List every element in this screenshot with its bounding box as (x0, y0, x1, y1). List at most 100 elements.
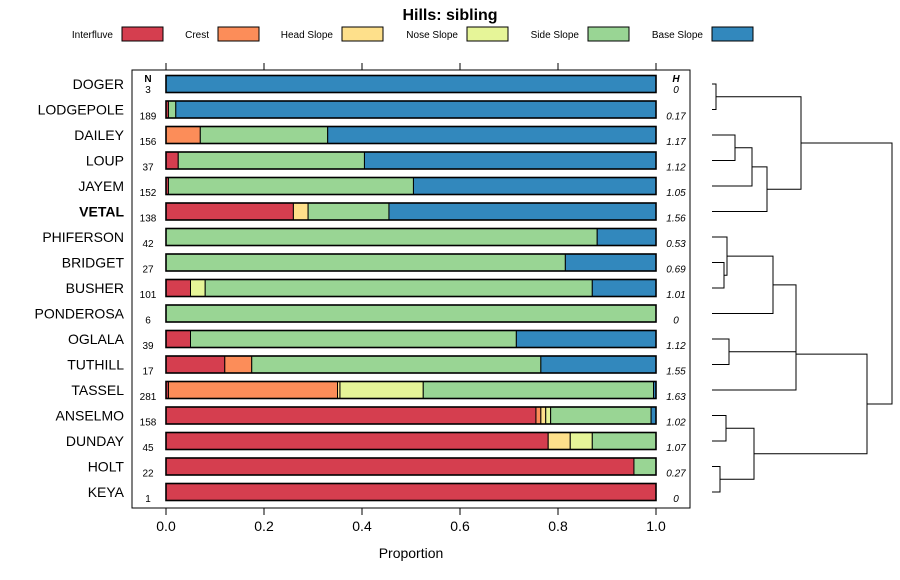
category-label: HOLT (88, 459, 125, 475)
bar-outline (165, 176, 657, 196)
dendrogram-branch (712, 147, 753, 187)
h-header: H (672, 74, 680, 85)
h-value: 0.17 (666, 112, 686, 123)
bar-segment (167, 177, 414, 195)
category-label: DOGER (73, 76, 124, 92)
bar-segment (165, 457, 635, 476)
x-tick-label: 0.0 (156, 518, 176, 534)
dendrogram-branch (712, 83, 717, 110)
bar-segment (165, 253, 566, 272)
h-value: 0 (673, 494, 679, 505)
bar-segment (412, 177, 657, 195)
bar-segment (292, 202, 309, 221)
bar-segment (569, 432, 593, 450)
legend-swatch (587, 26, 630, 42)
bar-outline (165, 329, 657, 349)
dendrogram-branch (720, 427, 755, 480)
bar-segment (165, 75, 657, 93)
bar-segment (175, 100, 657, 119)
bar-outline (165, 100, 657, 119)
bar-segment (363, 151, 657, 170)
legend-swatch (466, 26, 509, 42)
dendrogram-branch (729, 284, 797, 353)
category-label: OGLALA (68, 331, 125, 347)
bar-segment (596, 228, 657, 246)
legend-label: Crest (185, 30, 209, 41)
n-value: 1 (145, 494, 151, 505)
n-value: 101 (140, 290, 157, 301)
bar-segment (165, 406, 537, 425)
bar-segment (190, 279, 206, 297)
n-value: 42 (142, 239, 154, 250)
h-value: 0.69 (666, 265, 686, 276)
legend-label: Side Slope (531, 30, 580, 41)
bar-segment (165, 304, 657, 323)
bar-outline (165, 304, 657, 323)
dendrogram-branch (712, 134, 736, 161)
bar-outline (165, 151, 657, 170)
n-value: 45 (142, 443, 154, 454)
legend-swatch (711, 26, 754, 42)
bar-outline (165, 227, 657, 247)
n-value: 37 (142, 163, 154, 174)
h-value: 0.53 (666, 239, 686, 250)
dendrogram-branch (712, 318, 797, 391)
bar-segment (165, 483, 657, 501)
dendrogram-branch (712, 466, 721, 493)
category-label: LODGEPOLE (38, 102, 124, 118)
n-value: 152 (140, 188, 157, 199)
h-value: 1.12 (666, 163, 686, 174)
n-column: 3 189 156 37 152 138 42 27 101 6 39 17 281 158 45 22 1 (140, 85, 157, 505)
bar-segment (224, 355, 253, 374)
x-tick-label: 0.6 (450, 518, 470, 534)
x-tick-label: 0.8 (548, 518, 568, 534)
h-value: 1.02 (666, 418, 686, 429)
bar-segment (165, 279, 191, 297)
category-label: KEYA (88, 484, 125, 500)
h-value: 1.07 (666, 443, 686, 454)
top-axis-ticks (165, 63, 657, 70)
n-value: 138 (140, 214, 157, 225)
h-value: 1.01 (666, 290, 685, 301)
bar-segment (165, 151, 179, 170)
bar-outline (165, 457, 657, 476)
dendrogram-branch (712, 166, 768, 212)
n-value: 22 (142, 469, 154, 480)
bar-segment (165, 355, 226, 374)
legend-swatch (217, 26, 260, 42)
bar-outline (165, 431, 657, 451)
dendrogram-branch (712, 236, 728, 276)
bar-segment (204, 279, 593, 297)
x-tick-label: 1.0 (646, 518, 666, 534)
n-value: 3 (145, 85, 151, 96)
bar-segment (165, 330, 191, 348)
plot-frame (131, 69, 691, 509)
bar-segment (165, 228, 598, 246)
bar-outline (165, 380, 657, 400)
bar-segment (251, 355, 542, 374)
bar-segment (339, 381, 424, 399)
n-value: 156 (140, 137, 157, 148)
bar-outline (165, 355, 657, 374)
legend-label: Base Slope (652, 30, 704, 41)
bar-segment (199, 126, 329, 144)
bar-segment (547, 432, 571, 450)
dendrogram-branch (712, 262, 725, 289)
category-label: DAILEY (74, 127, 124, 143)
bar-segment (515, 330, 657, 348)
h-value: 0 (673, 85, 679, 96)
bar-segment (307, 202, 390, 221)
bar-segment (167, 381, 338, 399)
h-value: 0 (673, 316, 679, 327)
category-label: PONDEROSA (35, 306, 125, 322)
n-header: N (144, 74, 151, 85)
bar-segment (550, 406, 652, 425)
bar-segment (190, 330, 517, 348)
bar-segment (545, 406, 552, 425)
bar-segment (165, 126, 201, 144)
bar-segment (327, 126, 657, 144)
x-tick-label: 0.2 (254, 518, 274, 534)
bar-segment (388, 202, 657, 221)
dendrogram-branch (712, 415, 727, 442)
